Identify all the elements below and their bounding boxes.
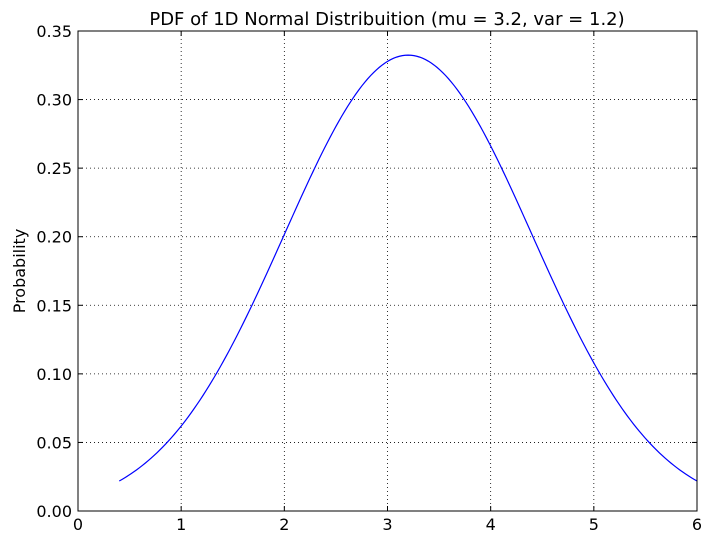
x-tick-label: 3 (382, 515, 392, 534)
x-tick-label: 5 (589, 515, 599, 534)
y-tick-label: 0.20 (36, 228, 72, 247)
x-tick-label: 2 (279, 515, 289, 534)
chart-title: PDF of 1D Normal Distribuition (mu = 3.2… (149, 9, 624, 30)
x-tick-label: 4 (486, 515, 496, 534)
plot-frame (77, 30, 698, 512)
y-axis-label: Probability (10, 229, 29, 314)
series-layer (118, 54, 698, 482)
grid (78, 31, 697, 511)
x-tick-label: 0 (73, 515, 83, 534)
y-tick-label: 0.15 (36, 296, 72, 315)
y-tick-label: 0.35 (36, 22, 72, 41)
tick-labels: 0 1 2 3 4 5 6 0.00 0.05 0.10 0.15 0.20 0.25 0.30 0.35 (36, 22, 702, 534)
pdf-line (118, 54, 698, 482)
y-tick-label: 0.10 (36, 365, 72, 384)
y-tick-label: 0.30 (36, 91, 72, 110)
y-tick-label: 0.00 (36, 502, 72, 521)
x-tick-label: 6 (692, 515, 702, 534)
x-tick-label: 1 (176, 515, 186, 534)
y-tick-label: 0.05 (36, 433, 72, 452)
y-tick-label: 0.25 (36, 159, 72, 178)
